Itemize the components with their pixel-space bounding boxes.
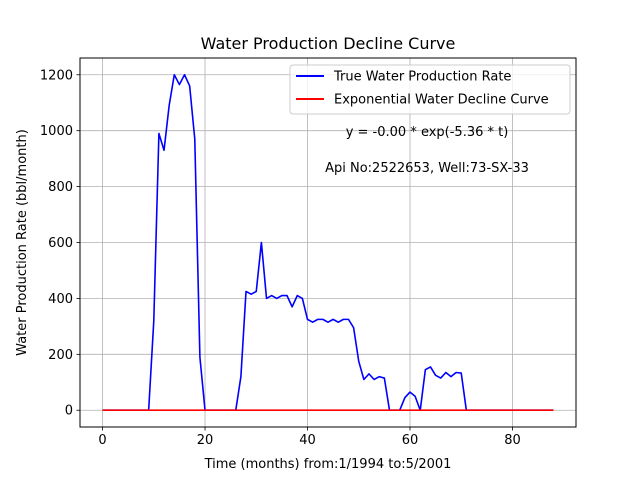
y-tick-label: 400: [48, 292, 73, 307]
x-tick-label: 20: [197, 433, 214, 448]
x-tick-label: 60: [402, 433, 419, 448]
x-tick-label: 80: [504, 433, 521, 448]
y-tick-label: 1200: [40, 68, 73, 83]
y-tick-label: 600: [48, 236, 73, 251]
legend: True Water Production Rate Exponential W…: [289, 64, 571, 115]
legend-label-exponential-curve: Exponential Water Decline Curve: [334, 93, 549, 108]
well-info-annotation: Api No:2522653, Well:73-SX-33: [325, 161, 529, 176]
grid-lines: [80, 58, 576, 427]
y-axis-label: Water Production Rate (bbl/month): [15, 129, 30, 356]
y-tick-label: 800: [48, 180, 73, 195]
series-layer: [102, 73, 554, 412]
y-tick-label: 0: [65, 404, 73, 419]
y-tick-label: 1000: [40, 124, 73, 139]
x-tick-label: 0: [98, 433, 106, 448]
legend-label-true-rate: True Water Production Rate: [333, 70, 511, 85]
x-tick-label: 40: [299, 433, 316, 448]
legend-box: [289, 64, 571, 115]
chart-title: Water Production Decline Curve: [201, 34, 456, 53]
x-axis-label: Time (months) from:1/1994 to:5/2001: [204, 457, 452, 472]
equation-annotation: y = -0.00 * exp(-5.36 * t): [346, 125, 509, 140]
y-tick-label: 200: [48, 348, 73, 363]
